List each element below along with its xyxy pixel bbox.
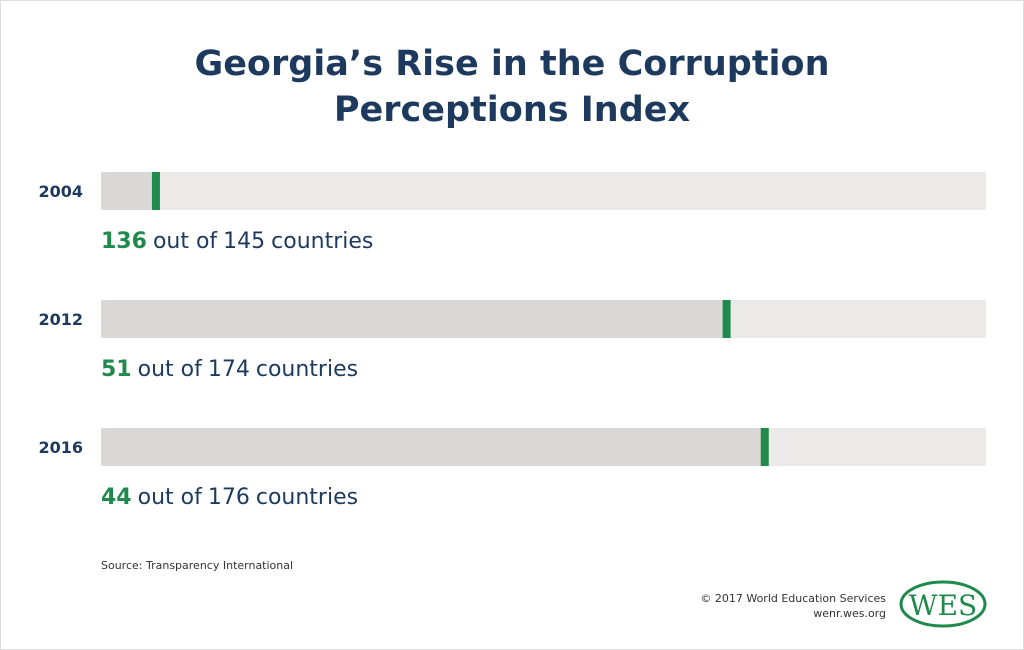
bar-fill (101, 300, 727, 338)
website: wenr.wes.org (813, 607, 886, 620)
year-label: 2004 (38, 182, 83, 201)
total-value: 174 (208, 357, 250, 382)
connector: out of (153, 229, 218, 254)
connector: out of (138, 357, 203, 382)
bar-fill (101, 172, 156, 210)
rank-text: 136 out of 145 countries (101, 229, 373, 254)
bar-track (101, 172, 986, 210)
copyright: © 2017 World Education Services (700, 592, 886, 605)
total-value: 176 (208, 485, 250, 510)
year-label: 2012 (38, 310, 83, 329)
rank-value: 44 (101, 485, 132, 510)
year-label: 2016 (38, 438, 83, 457)
unit: countries (256, 357, 358, 382)
logo-ring (899, 580, 987, 628)
source: Source: Transparency International (101, 559, 293, 572)
unit: countries (256, 485, 358, 510)
chart-title: Georgia’s Rise in the Corruption Percept… (194, 44, 830, 130)
rank-text: 44 out of 176 countries (101, 485, 358, 510)
unit: countries (271, 229, 373, 254)
rank-text: 51 out of 174 countries (101, 357, 358, 382)
rank-value: 136 (101, 229, 147, 254)
connector: out of (138, 485, 203, 510)
rank-value: 51 (101, 357, 132, 382)
rank-marker (722, 300, 731, 338)
logo: WES (909, 589, 977, 622)
rank-marker (760, 428, 769, 466)
rank-marker (151, 172, 160, 210)
total-value: 145 (223, 229, 265, 254)
bar-fill (101, 428, 765, 466)
